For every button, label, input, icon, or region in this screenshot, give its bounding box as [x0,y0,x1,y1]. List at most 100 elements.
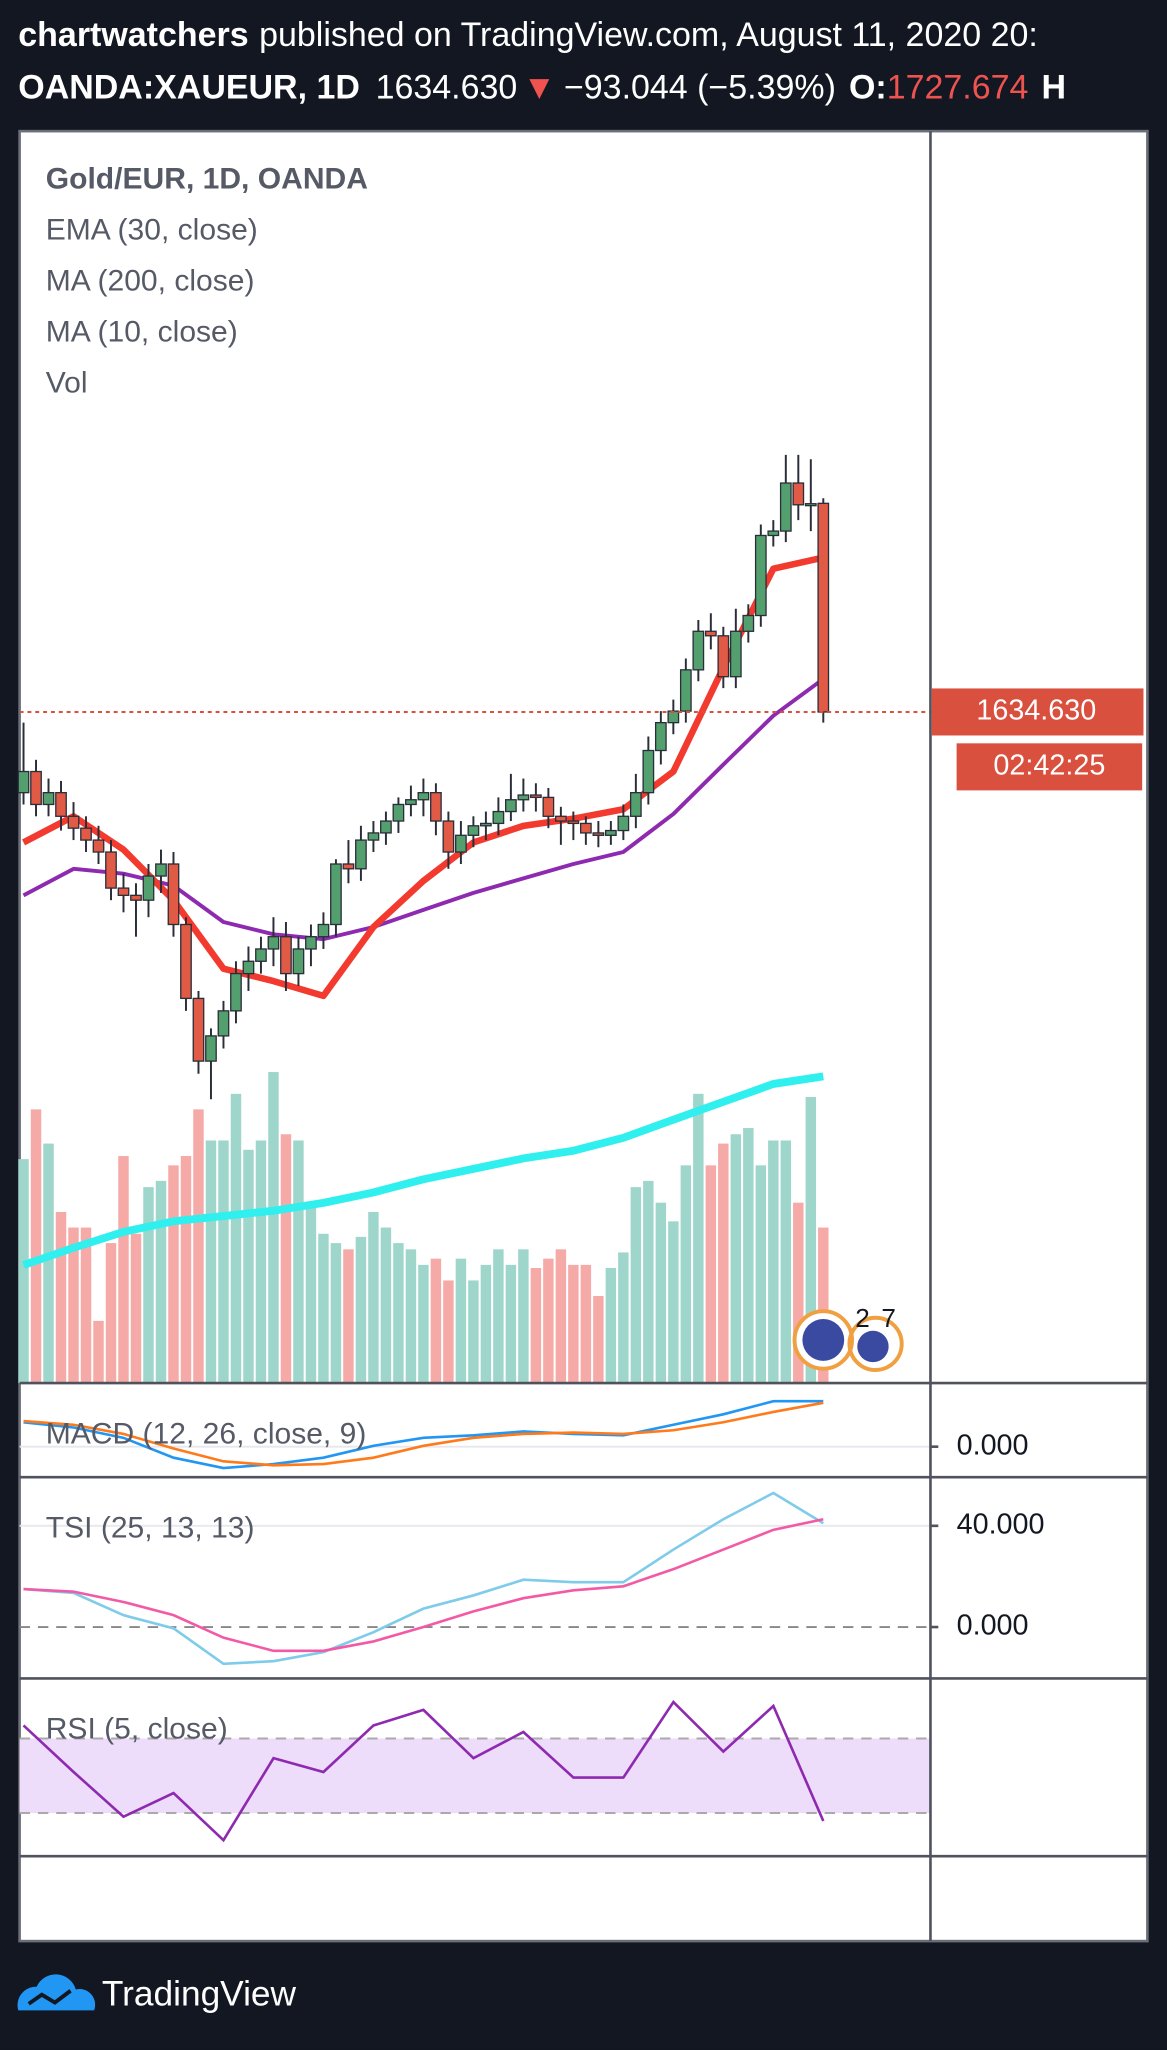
volume-bar [443,1280,454,1384]
volume-bar [318,1233,329,1384]
volume-bar [530,1267,542,1384]
candle-body [305,936,317,950]
logo-line [27,1989,72,2006]
last-price: 1634.630 [376,68,518,106]
candle-body [455,834,467,853]
event-count: 7 [881,1303,896,1333]
candle-body [330,863,342,926]
volume-bar [668,1221,679,1384]
candle-body [629,792,642,817]
indicator-line [23,1401,824,1467]
change: −93.044 (−5.39%) [564,68,836,106]
candle-body [679,669,692,712]
pane-title: RSI (5, close) [46,1713,228,1746]
volume-bar [780,1140,792,1384]
volume-bar [605,1267,617,1384]
candle-body [430,792,442,822]
candle-body [367,832,380,841]
candle-body [167,863,180,926]
brand: TradingView [102,1974,297,2013]
candle-body [754,534,767,617]
volume-bar [643,1180,654,1384]
volume-bar [193,1109,204,1384]
volume-bar [718,1143,729,1384]
candle-body [17,770,30,794]
chart-title: Gold/EUR, 1D, OANDA [46,163,368,196]
candle-body [380,820,392,834]
volume-bar [55,1212,67,1384]
pane-title: TSI (25, 13, 13) [46,1511,255,1544]
published: published on TradingView.com, August 11,… [259,16,1038,54]
candle-body [117,887,130,896]
y-tick-label: 0.000 [957,1610,1029,1642]
candle-body [80,827,92,841]
indicator-line [23,1491,824,1666]
volume-bar [180,1156,192,1384]
pane-title: MACD (12, 26, close, 9) [46,1417,367,1450]
volume-bar [243,1149,254,1384]
candle-body [604,829,617,836]
volume-bar [68,1227,79,1384]
open-label: O: [849,68,887,106]
volume-bar [618,1252,629,1384]
last-price-label: 1634.630 [976,695,1096,727]
volume-bar [343,1249,354,1384]
chart-area [18,129,1149,1943]
last-price-box [931,688,1144,736]
volume-bar [480,1264,492,1384]
legend-entry: Vol [46,367,88,400]
candle-body [280,936,292,975]
indicator-line [23,1399,824,1470]
candle-body [480,822,492,827]
candle-body [205,1035,217,1062]
volume-bar [805,1096,817,1384]
legend-entry: MA (10, close) [46,316,238,349]
volume-bar [305,1205,317,1384]
candle-body [267,936,280,950]
candle-body [517,794,530,801]
volume-bar [593,1295,604,1384]
symbol: OANDA:XAUEUR, 1D [18,68,360,106]
volume-bar [793,1202,804,1384]
volume-bar [118,1156,129,1384]
candle-body [592,832,605,836]
candle-body [230,972,242,1012]
candle-body [742,614,755,632]
volume-bar [280,1134,292,1384]
arrow: ▼ [523,68,557,106]
candle-body [105,851,117,889]
candle-body [442,820,455,853]
volume-bar [405,1249,417,1384]
volume-bar [168,1165,179,1384]
indicator-line [23,1517,824,1653]
y-tick-label: 40.000 [957,1508,1045,1540]
volume-bar [330,1243,342,1384]
open-value: 1727.674 [887,68,1029,106]
legend-entry: MA (200, close) [46,265,255,298]
candle-body [192,997,205,1062]
volume-bar [555,1249,567,1384]
volume-bar [768,1140,779,1384]
overlay-line [22,554,825,1000]
volume-bar [218,1140,229,1384]
y-tick-label: 0.000 [957,1429,1029,1461]
volume-bar [143,1187,154,1384]
candle-body [654,722,667,752]
candle-body [405,799,417,806]
volume-bar [755,1165,767,1384]
volume-bar [230,1093,242,1384]
candle-body [729,630,742,678]
candle-body [142,875,155,901]
volume-bar [730,1134,742,1384]
candle-body [579,822,592,834]
volume-bar [743,1128,754,1384]
candle-body [554,815,567,822]
volume-bar [355,1236,367,1384]
legend-entry: EMA (30, close) [46,214,258,247]
event-flag [802,1319,845,1361]
volume-bar [505,1264,517,1384]
candle-body [42,792,55,806]
